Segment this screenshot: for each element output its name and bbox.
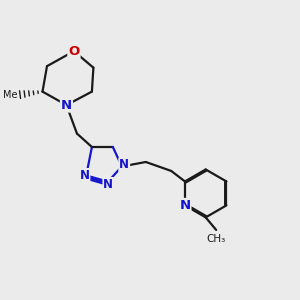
Text: O: O (68, 45, 80, 58)
Text: CH₃: CH₃ (206, 233, 226, 244)
Text: N: N (179, 199, 191, 212)
Text: Me: Me (3, 90, 18, 100)
Text: N: N (119, 158, 129, 172)
Text: N: N (103, 178, 113, 191)
Text: N: N (80, 169, 89, 182)
Text: N: N (61, 99, 72, 112)
